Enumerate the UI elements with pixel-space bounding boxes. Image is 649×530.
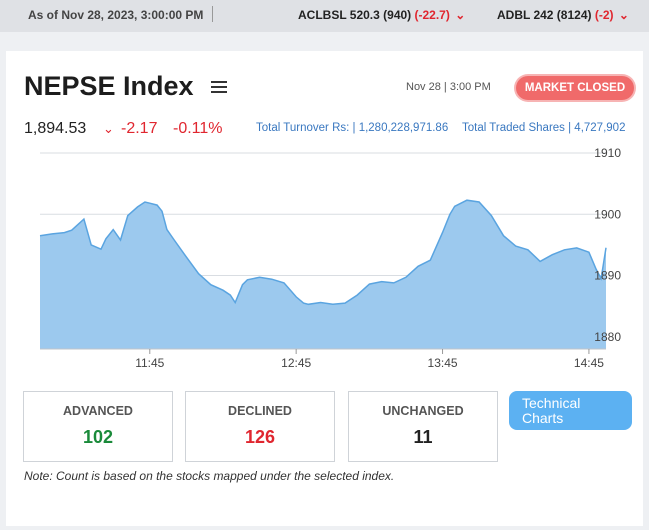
x-tick-label: 11:45 <box>135 356 164 370</box>
chevron-down-icon: ⌄ <box>455 8 466 22</box>
x-tick-label: 13:45 <box>428 356 458 370</box>
chart-area-layer <box>39 199 607 350</box>
chevron-down-icon: ⌄ <box>103 121 114 136</box>
ticker-item-adbl[interactable]: ADBL 242 (8124) (-2) ⌄ <box>497 8 629 22</box>
total-turnover: Total Turnover Rs: | 1,280,228,971.86 <box>256 122 449 134</box>
x-tick-label: 14:45 <box>574 356 604 370</box>
series-line <box>39 199 607 306</box>
index-value: 1,894.53 <box>24 120 87 137</box>
market-datestamp: Nov 28 | 3:00 PM <box>406 81 491 93</box>
index-area-chart: 1910 1900 1890 1880 11:45 12:45 13:45 14:45 <box>39 146 621 370</box>
advanced-box: ADVANCED 102 <box>23 391 173 462</box>
unchanged-label: UNCHANGED <box>382 404 464 418</box>
ticker-change: (-2) <box>594 8 614 22</box>
index-change: -2.17 <box>121 120 158 137</box>
y-tick-label: 1880 <box>594 330 621 344</box>
x-tick-label: 12:45 <box>281 356 311 370</box>
index-change-percent: -0.11% <box>173 120 223 137</box>
advanced-count: 102 <box>82 427 114 447</box>
area-fill <box>40 200 606 349</box>
chevron-down-icon: ⌄ <box>618 8 629 22</box>
advanced-label: ADVANCED <box>63 404 133 418</box>
index-title: NEPSE Index <box>24 71 194 101</box>
index-card: NEPSE Index Nov 28 | 3:00 PM MARKET CLOS… <box>6 51 643 526</box>
menu-icon[interactable] <box>211 81 227 95</box>
declined-count: 126 <box>244 427 276 447</box>
ticker-bar: As of Nov 28, 2023, 3:00:00 PM ACLBSL 52… <box>0 0 649 32</box>
y-tick-label: 1900 <box>594 207 621 221</box>
y-tick-label: 1890 <box>594 269 621 283</box>
footnote: Note: Count is based on the stocks mappe… <box>24 469 395 483</box>
y-axis-ticks: 1910 1900 1890 1880 <box>594 146 621 344</box>
y-tick-label: 1910 <box>594 146 621 160</box>
total-traded-shares: Total Traded Shares | 4,727,902 <box>462 122 626 134</box>
technical-charts-label-2: Charts <box>522 410 564 426</box>
ticker-symbol-price: ADBL 242 (8124) <box>497 8 592 22</box>
declined-label: DECLINED <box>228 404 292 418</box>
x-axis-ticks: 11:45 12:45 13:45 14:45 <box>135 349 604 370</box>
ticker-divider <box>212 6 213 22</box>
market-status-badge: MARKET CLOSED <box>516 76 634 100</box>
as-of-timestamp: As of Nov 28, 2023, 3:00:00 PM <box>28 8 204 22</box>
unchanged-count: 11 <box>413 427 433 447</box>
ticker-item-aclbsl[interactable]: ACLBSL 520.3 (940) (-22.7) ⌄ <box>298 8 465 22</box>
ticker-symbol-price: ACLBSL 520.3 (940) <box>298 8 412 22</box>
technical-charts-label-1: Technical <box>522 395 581 411</box>
technical-charts-button[interactable]: Technical Charts <box>509 391 632 430</box>
declined-box: DECLINED 126 <box>185 391 335 462</box>
unchanged-box: UNCHANGED 11 <box>348 391 498 462</box>
ticker-change: (-22.7) <box>414 8 450 22</box>
